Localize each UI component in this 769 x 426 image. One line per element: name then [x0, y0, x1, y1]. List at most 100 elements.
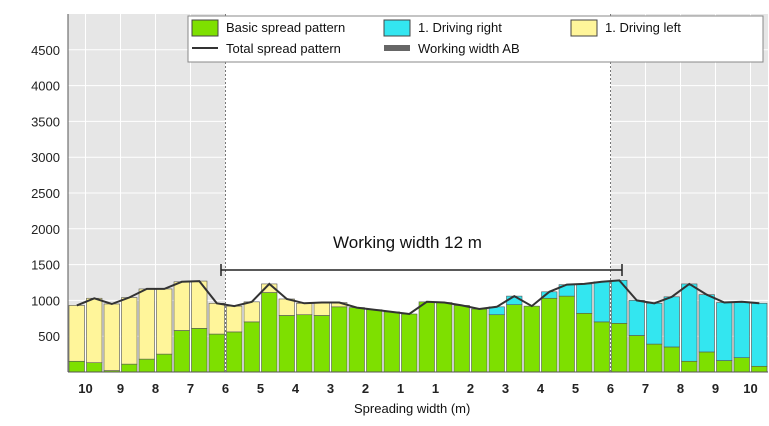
x-tick-label-3: 7	[187, 381, 194, 396]
bar-basic-12	[278, 315, 295, 373]
legend-swatch-working-width	[384, 45, 410, 51]
bar-left-4	[138, 288, 155, 360]
bar-basic-8	[208, 333, 225, 373]
bar-left-10	[243, 301, 260, 323]
bar-basic-4	[138, 358, 155, 373]
bar-basic-22	[453, 305, 470, 373]
bar-right-29	[576, 283, 593, 314]
bar-basic-15	[331, 306, 348, 373]
x-tick-label-19: 10	[743, 381, 757, 396]
y-tick-label-8: 4500	[31, 43, 60, 58]
bar-left-3	[121, 297, 138, 365]
x-tick-label-13: 4	[537, 381, 545, 396]
bar-basic-36	[698, 351, 715, 373]
legend-item-left: 1. Driving left	[570, 19, 681, 37]
x-tick-label-5: 5	[257, 381, 264, 396]
legend-item-total: Total spread pattern	[192, 41, 341, 56]
bar-left-2	[103, 303, 120, 371]
bar-basic-26	[523, 305, 540, 373]
x-tick-label-15: 6	[607, 381, 614, 396]
x-tick-label-2: 8	[152, 381, 159, 396]
bar-left-5	[156, 288, 173, 355]
bar-left-0	[68, 305, 85, 362]
y-tick-label-4: 2500	[31, 186, 60, 201]
x-tick-label-18: 9	[712, 381, 719, 396]
y-tick-label-5: 3000	[31, 150, 60, 165]
bar-left-13	[296, 302, 313, 316]
x-tick-label-10: 1	[432, 381, 439, 396]
bar-left-9	[226, 305, 243, 333]
bar-right-39	[751, 302, 768, 367]
bar-right-38	[733, 301, 750, 358]
working-width-label: Working width 12 m	[333, 233, 482, 252]
bar-basic-9	[226, 331, 243, 373]
y-tick-label-6: 3500	[31, 114, 60, 129]
legend-label-working-width: Working width AB	[418, 41, 520, 56]
bar-basic-18	[383, 311, 400, 373]
x-tick-label-7: 3	[327, 381, 334, 396]
legend-item-working-width: Working width AB	[384, 41, 520, 56]
y-tick-label-3: 2000	[31, 222, 60, 237]
bar-basic-0	[68, 360, 85, 373]
bar-basic-34	[663, 346, 680, 373]
total-spread-line	[76, 279, 760, 316]
legend-swatch-basic	[191, 19, 219, 37]
x-tick-label-16: 7	[642, 381, 649, 396]
bar-basic-7	[191, 328, 208, 373]
bar-basic-35	[681, 360, 698, 373]
bar-right-32	[628, 300, 645, 336]
bar-basic-37	[716, 360, 733, 373]
y-tick-label-1: 1000	[31, 293, 60, 308]
x-tick-label-6: 4	[292, 381, 300, 396]
legend-item-basic: Basic spread pattern	[191, 19, 345, 37]
bar-basic-5	[156, 353, 173, 373]
bar-right-36	[698, 294, 715, 353]
bar-basic-13	[296, 314, 313, 373]
bar-right-30	[593, 281, 610, 323]
bar-basic-17	[366, 309, 383, 373]
legend-swatch-right	[383, 19, 411, 37]
bar-basic-6	[173, 330, 190, 373]
axes: 500 1000 1500 2000 2500 3000 3500 4000 4500 10 9 8 7…	[31, 14, 768, 396]
legend: Basic spread pattern 1. Driving right 1.…	[187, 15, 764, 63]
bar-basic-33	[646, 343, 663, 373]
x-tick-label-17: 8	[677, 381, 684, 396]
x-tick-label-0: 10	[78, 381, 92, 396]
bar-basic-20	[418, 301, 435, 373]
bar-basic-28	[558, 295, 575, 373]
working-width-annotation: Working width 12 m	[220, 233, 623, 276]
bar-left-8	[208, 302, 225, 335]
x-tick-label-8: 2	[362, 381, 369, 396]
x-tick-label-11: 2	[467, 381, 474, 396]
bar-basic-27	[541, 297, 558, 373]
bar-basic-19	[401, 313, 418, 373]
bar-basic-1	[86, 362, 103, 373]
bar-left-1	[86, 297, 103, 363]
bar-left-6	[173, 281, 190, 331]
y-tick-label-2: 1500	[31, 258, 60, 273]
x-axis-label: Spreading width (m)	[354, 401, 470, 416]
legend-label-right: 1. Driving right	[418, 20, 502, 35]
bar-basic-11	[261, 292, 278, 373]
bar-basic-3	[121, 363, 138, 373]
bar-right-37	[716, 302, 733, 361]
bar-basic-38	[733, 357, 750, 373]
bar-basic-31	[611, 323, 628, 373]
x-tick-label-9: 1	[397, 381, 404, 396]
x-tick-label-12: 3	[502, 381, 509, 396]
bar-basic-24	[488, 314, 505, 373]
y-tick-label-7: 4000	[31, 79, 60, 94]
bar-right-34	[663, 296, 680, 348]
x-tick-label-4: 6	[222, 381, 229, 396]
bar-right-33	[646, 302, 663, 345]
bar-basic-21	[436, 302, 453, 373]
bars	[68, 280, 768, 373]
bar-basic-39	[751, 365, 768, 373]
bar-basic-14	[313, 315, 330, 373]
x-tick-label-14: 5	[572, 381, 579, 396]
x-tick-label-1: 9	[117, 381, 124, 396]
legend-label-basic: Basic spread pattern	[226, 20, 345, 35]
legend-swatch-left	[570, 19, 598, 37]
bar-basic-10	[243, 321, 260, 373]
